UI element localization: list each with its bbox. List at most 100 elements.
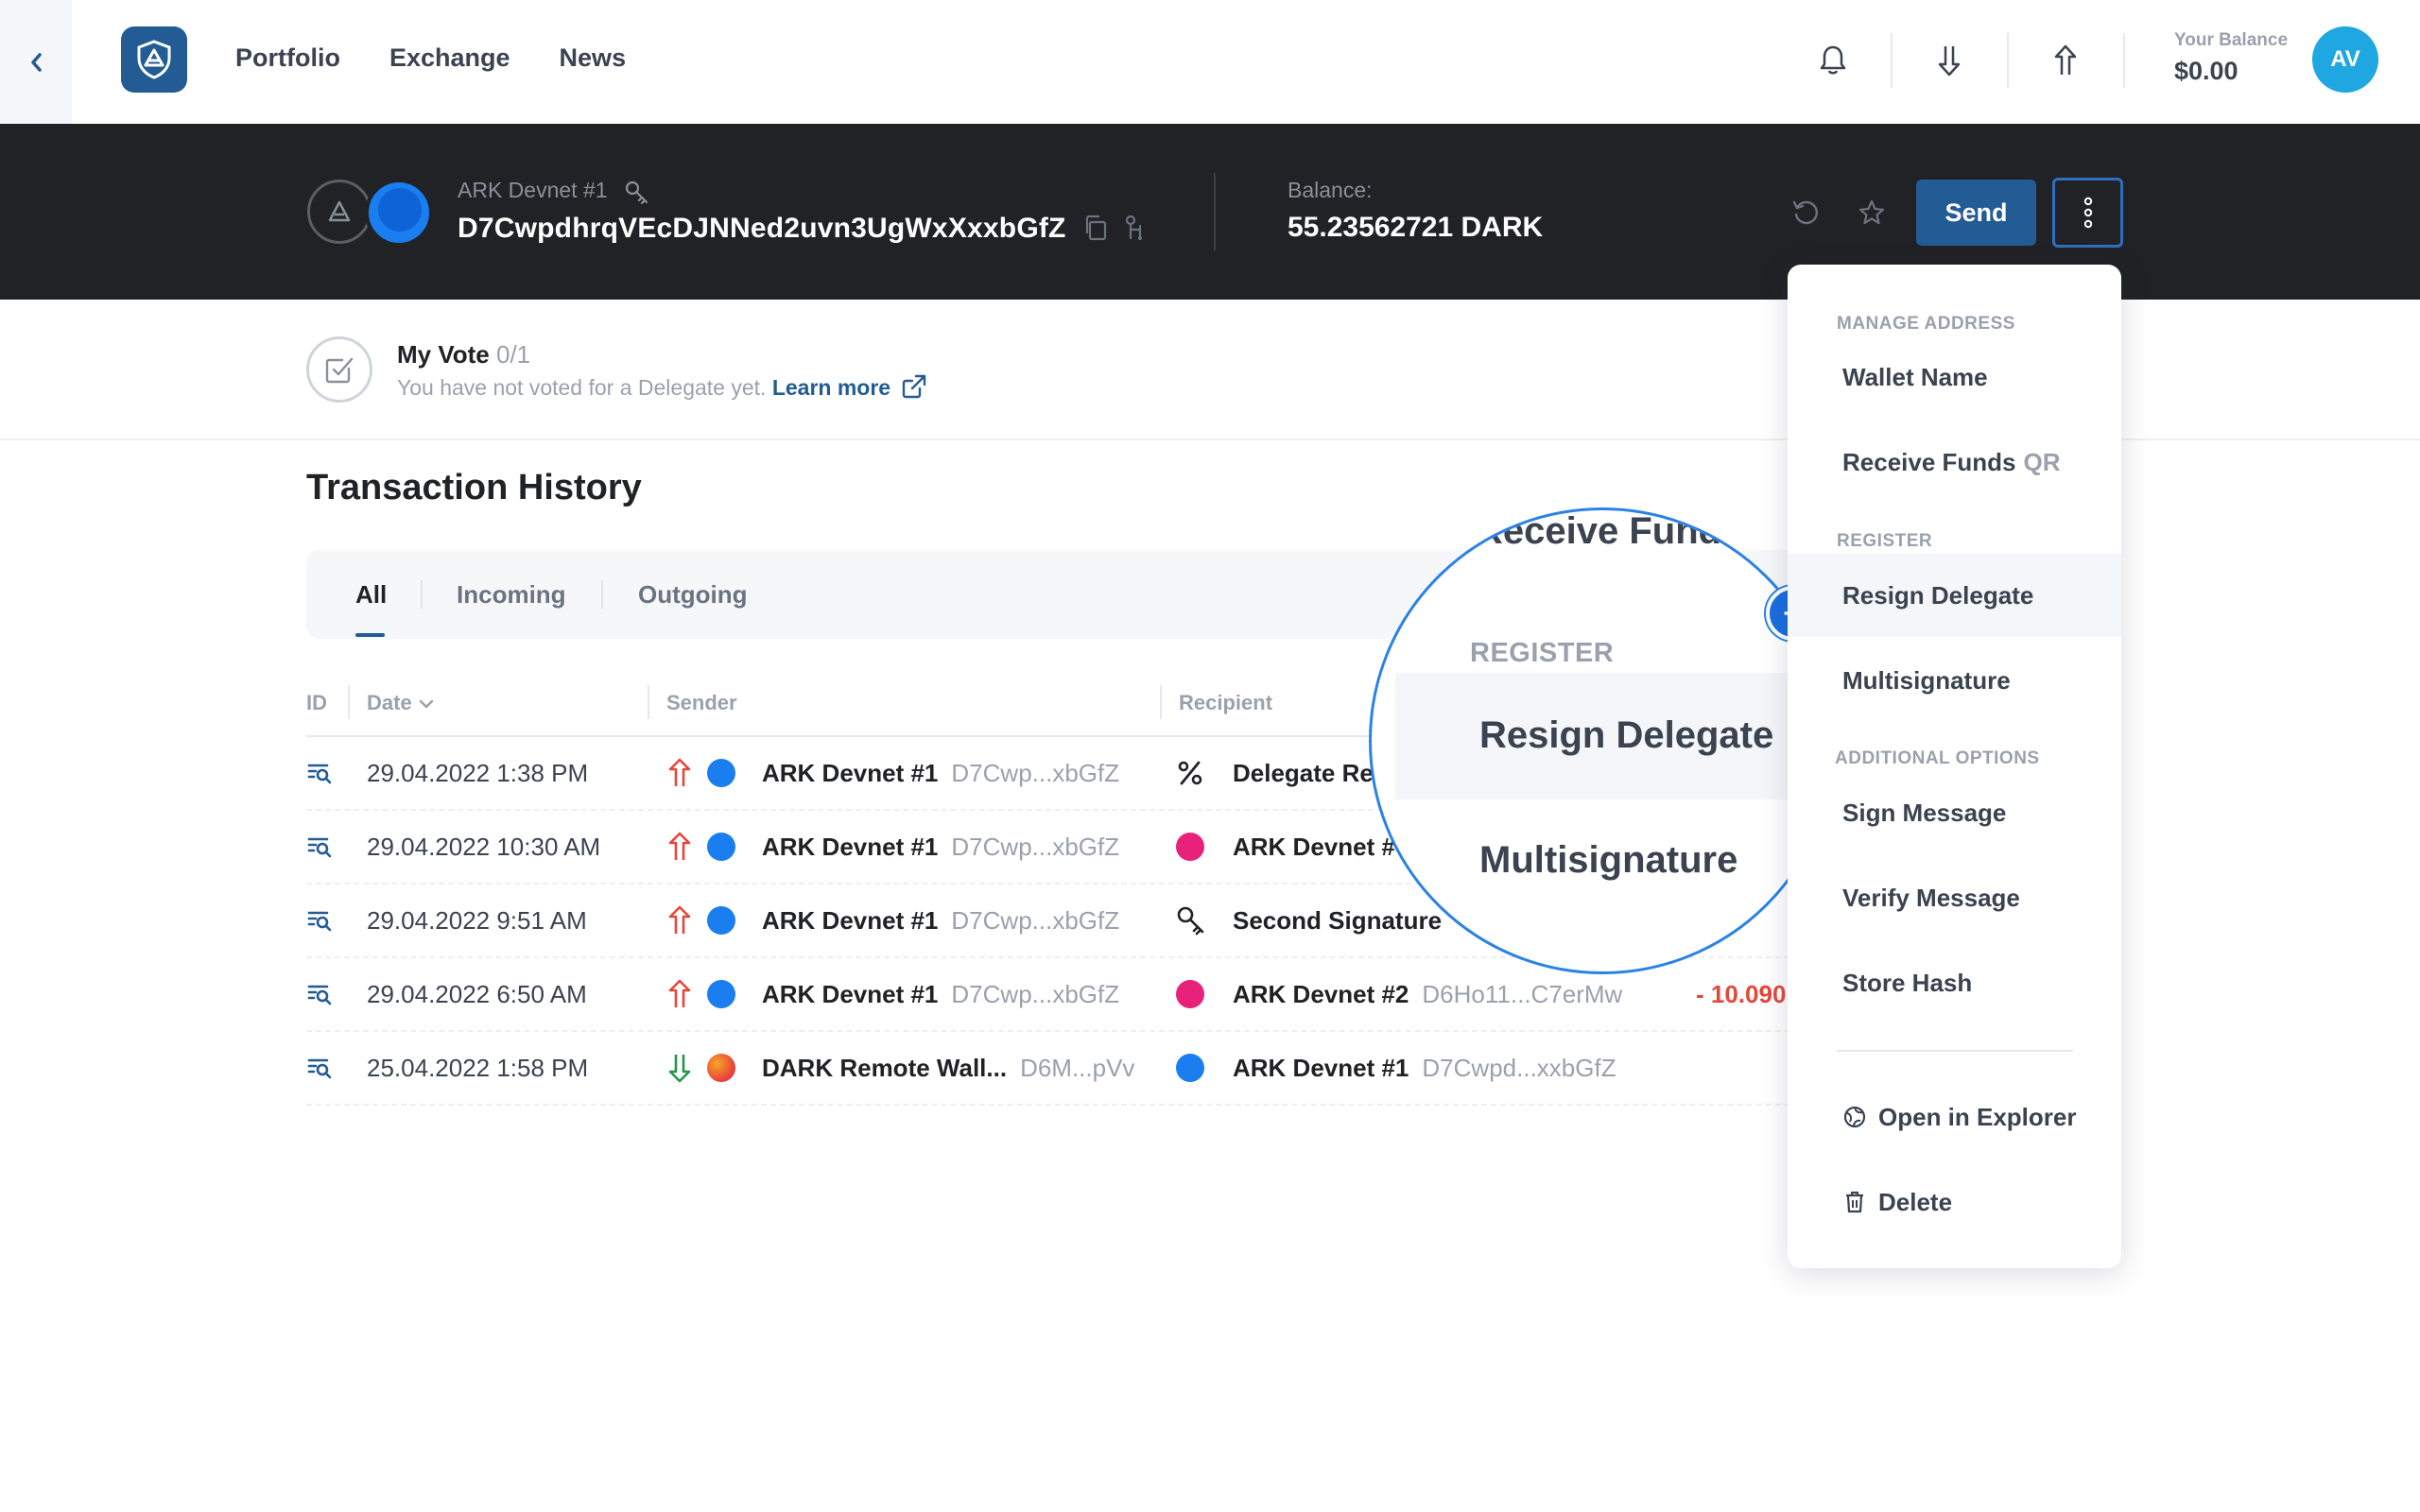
menu-item-label: Resign Delegate [1842, 580, 2034, 610]
recipient-name: ARK Devnet #1 [1233, 1053, 1409, 1082]
recipient-name: Second Signature [1233, 905, 1443, 935]
wallet-name: ARK Devnet #1 [458, 178, 608, 202]
external-link-icon[interactable] [902, 374, 926, 399]
column-date[interactable]: Date [367, 691, 435, 715]
menu-item-resign-delegate[interactable]: Resign Delegate [1788, 554, 2121, 637]
transaction-history-title: Transaction History [306, 468, 642, 507]
send-button[interactable]: Send [1916, 180, 2036, 246]
your-balance-value: $0.00 [2174, 57, 2238, 85]
transaction-date: 29.04.2022 6:50 AM [367, 979, 587, 1008]
copy-icon[interactable] [1081, 214, 1110, 242]
refresh-icon[interactable] [1790, 198, 1821, 228]
learn-more-link[interactable]: Learn more [771, 375, 891, 400]
recipient-icon-cell [1176, 811, 1204, 883]
send-nav-button[interactable] [2043, 38, 2088, 83]
percent-icon [1178, 761, 1202, 785]
tab-outgoing[interactable]: Outgoing [638, 580, 748, 609]
recipient-cell: Delegate Re [1233, 737, 1387, 809]
key-icon [625, 180, 648, 205]
menu-item-open-in-explorer[interactable]: Open in Explorer [1788, 1075, 2121, 1159]
app-logo[interactable] [121, 26, 187, 93]
shield-logo-icon [137, 40, 171, 79]
transaction-date: 29.04.2022 10:30 AM [367, 832, 601, 861]
recipient-name: ARK Devnet # [1233, 832, 1395, 861]
star-icon[interactable] [1857, 198, 1887, 228]
transaction-search-icon [307, 1058, 332, 1079]
nav-portfolio[interactable]: Portfolio [235, 43, 340, 72]
menu-item-qr-suffix: QR [2023, 447, 2061, 476]
more-options-button[interactable] [2052, 178, 2123, 248]
recipient-icon-cell [1176, 958, 1204, 1030]
menu-item-delete[interactable]: Delete [1788, 1160, 2121, 1244]
your-balance-label: Your Balance [2174, 30, 2289, 50]
sender-cell: ARK Devnet #1 D7Cwp...xbGfZ [762, 811, 1119, 883]
vote-status-label: You have not voted for a Delegate yet. [397, 375, 767, 400]
menu-item-store-hash[interactable]: Store Hash [1788, 941, 2121, 1024]
receive-button[interactable] [1927, 38, 1972, 83]
sender-name: ARK Devnet #1 [762, 979, 939, 1008]
recipient-icon-cell [1176, 885, 1206, 956]
transaction-direction-icon [667, 1032, 692, 1104]
magnified-resign-delegate: Resign Delegate [1479, 714, 1774, 756]
sender-name: DARK Remote Wall... [762, 1053, 1008, 1082]
vote-icon [306, 336, 372, 403]
my-vote-label: My Vote [397, 340, 490, 369]
table-row[interactable]: 25.04.2022 1:58 PM DARK Remote Wall... D6M… [306, 1032, 1913, 1106]
recipient-cell: ARK Devnet #2 D6Ho11...C7erMw [1233, 958, 1622, 1030]
sender-cell: ARK Devnet #1 D7Cwp...xbGfZ [762, 958, 1119, 1030]
back-button[interactable] [0, 0, 72, 124]
trash-icon [1846, 1191, 1863, 1213]
recipient-avatar [1176, 980, 1204, 1008]
menu-item-sign-message[interactable]: Sign Message [1788, 771, 2121, 854]
recipient-cell: Second Signature [1233, 885, 1455, 956]
transaction-direction-icon [667, 737, 692, 809]
notifications-button[interactable] [1810, 38, 1856, 83]
column-id: ID [306, 691, 327, 714]
user-avatar[interactable]: AV [2312, 26, 2378, 93]
transaction-search-icon [307, 764, 332, 784]
sender-name: ARK Devnet #1 [762, 832, 939, 861]
menu-item-wallet-name[interactable]: Wallet Name [1788, 335, 2121, 419]
recipient-icon-cell [1176, 737, 1204, 809]
menu-item-receive-funds[interactable]: Receive Funds QR [1788, 421, 2121, 504]
menu-item-verify-message[interactable]: Verify Message [1788, 856, 2121, 939]
menu-item-multisignature[interactable]: Multisignature [1788, 639, 2121, 722]
table-row[interactable]: 29.04.2022 1:38 PM ARK Devnet #1 D7Cwp...x… [306, 737, 1913, 811]
recipient-avatar [1176, 833, 1204, 861]
tab-all[interactable]: All [355, 580, 388, 609]
transaction-date: 29.04.2022 9:51 AM [367, 905, 587, 935]
transaction-id-cell[interactable] [306, 811, 335, 883]
globe-icon [1843, 1106, 1866, 1128]
transaction-search-icon [307, 911, 332, 932]
sender-avatar [707, 906, 735, 935]
magnified-multisignature: Multisignature [1479, 839, 1738, 881]
network-icon [307, 180, 372, 244]
multisig-icon[interactable] [1123, 214, 1150, 242]
transaction-id-cell[interactable] [306, 958, 335, 1030]
recipient-avatar [1176, 1054, 1204, 1082]
chevron-down-icon [419, 699, 434, 709]
recipient-name: Delegate Re [1233, 758, 1374, 787]
sender-avatar [707, 1054, 735, 1082]
recipient-cell: ARK Devnet # [1233, 811, 1409, 883]
menu-item-label: Store Hash [1842, 968, 1973, 997]
menu-group-additional-options: ADDITIONAL OPTIONS [1835, 748, 2040, 768]
transaction-id-cell[interactable] [306, 737, 335, 809]
menu-item-label: Open in Explorer [1878, 1102, 2077, 1131]
nav-news[interactable]: News [559, 43, 627, 72]
menu-group-register: REGISTER [1837, 531, 1933, 551]
nav-exchange[interactable]: Exchange [389, 43, 510, 72]
transaction-id-cell[interactable] [306, 885, 335, 956]
transaction-search-icon [307, 837, 332, 858]
transaction-direction-icon [667, 811, 692, 883]
incoming-arrow-icon [668, 1055, 691, 1083]
sender-avatar [707, 833, 735, 861]
menu-item-label: Delete [1878, 1187, 1953, 1216]
transaction-amount: - 10.090 [1696, 979, 1787, 1008]
table-row[interactable]: 29.04.2022 6:50 AM ARK Devnet #1 D7Cwp...x… [306, 958, 1913, 1032]
table-row[interactable]: 29.04.2022 10:30 AM ARK Devnet #1 D7Cwp...… [306, 811, 1913, 885]
sender-avatar-cell [707, 737, 735, 809]
transaction-id-cell[interactable] [306, 1032, 335, 1104]
tab-incoming[interactable]: Incoming [457, 580, 566, 609]
menu-item-label: Verify Message [1842, 883, 2020, 912]
